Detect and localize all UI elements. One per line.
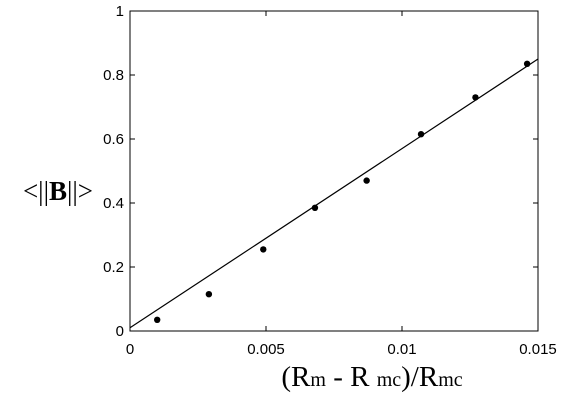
x-tick-label: 0.01 bbox=[387, 341, 416, 358]
y-tick-label: 0 bbox=[116, 323, 124, 340]
data-point bbox=[311, 204, 319, 211]
fit-line bbox=[129, 58, 539, 329]
plot-frame bbox=[129, 10, 539, 332]
data-point bbox=[472, 94, 479, 101]
y-tick-label: 1 bbox=[116, 3, 124, 20]
data-points-layer bbox=[154, 60, 531, 323]
y-tick-label: 0.6 bbox=[103, 131, 124, 148]
x-tick-label: 0.005 bbox=[247, 341, 285, 358]
x-tick-label: 0 bbox=[126, 341, 134, 358]
y-tick-label: 0.8 bbox=[103, 67, 124, 84]
x-tick-label: 0.015 bbox=[519, 341, 557, 358]
y-axis-ticks: 0 0.2 0.4 0.6 0.8 1 bbox=[103, 3, 538, 340]
data-point bbox=[260, 246, 267, 253]
data-point bbox=[417, 131, 425, 138]
y-tick-label: 0.4 bbox=[103, 195, 124, 212]
data-point bbox=[523, 60, 531, 67]
x-axis-ticks: 0 0.005 0.01 0.015 bbox=[126, 11, 557, 358]
data-point bbox=[154, 316, 161, 323]
x-axis-title: (Rm - R mc)/Rmc bbox=[281, 361, 462, 393]
y-axis-title: <||B||> bbox=[23, 176, 93, 206]
data-point bbox=[205, 291, 213, 298]
y-tick-label: 0.2 bbox=[103, 259, 124, 276]
data-point bbox=[363, 177, 370, 184]
fit-line-layer bbox=[129, 58, 539, 329]
